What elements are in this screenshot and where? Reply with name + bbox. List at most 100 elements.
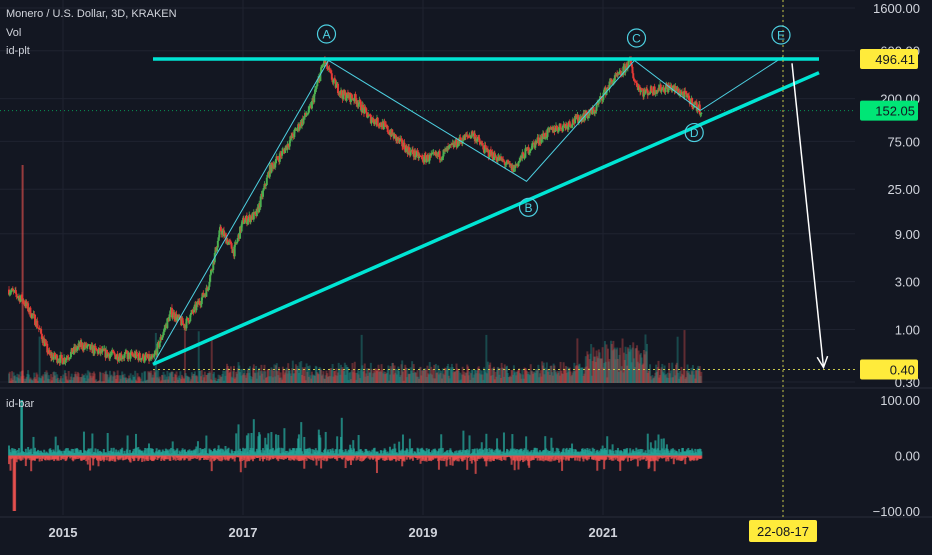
volume-bar xyxy=(603,363,606,383)
candle-body xyxy=(291,133,294,137)
candle-body xyxy=(600,96,603,98)
volume-bar xyxy=(543,374,546,383)
candle-body xyxy=(409,150,412,156)
volume-bar xyxy=(392,374,395,383)
id-bar-positive xyxy=(500,451,503,456)
volume-bar xyxy=(82,375,85,383)
id-bar-positive xyxy=(309,449,312,456)
candle-body xyxy=(123,353,126,359)
volume-bar xyxy=(32,378,35,383)
candle-body xyxy=(330,73,333,80)
candle-body xyxy=(10,290,13,293)
volume-bar xyxy=(544,367,547,383)
volume-bar xyxy=(239,372,242,383)
candle-body xyxy=(553,128,556,132)
volume-bar xyxy=(595,350,598,383)
candle-body xyxy=(89,345,92,350)
volume-bar xyxy=(51,377,54,383)
volume-bar xyxy=(425,377,428,383)
volume-bar xyxy=(563,368,566,383)
volume-bar xyxy=(513,372,516,383)
candle-body xyxy=(188,321,191,323)
candle-body xyxy=(431,153,434,155)
candle-body xyxy=(166,318,169,329)
id-bar-negative xyxy=(502,455,505,460)
volume-bar xyxy=(44,374,47,383)
volume-bar xyxy=(144,371,147,383)
volume-bar xyxy=(170,371,173,383)
volume-bar xyxy=(497,367,500,383)
volume-bar xyxy=(659,375,662,383)
volume-bar xyxy=(385,373,388,383)
volume-bar xyxy=(300,361,303,383)
candle-body xyxy=(447,146,450,148)
volume-bar xyxy=(130,379,133,383)
volume-bar xyxy=(287,363,290,383)
candle-body xyxy=(141,358,144,360)
volume-bar xyxy=(258,375,261,383)
volume-bar xyxy=(424,369,427,383)
candle-body xyxy=(699,113,702,115)
price-tag-target: 0.40 xyxy=(890,362,915,377)
volume-bar xyxy=(538,377,541,383)
volume-bar xyxy=(515,375,518,383)
id-bar-negative xyxy=(69,455,72,459)
volume-bar xyxy=(47,378,50,383)
volume-bar xyxy=(82,375,85,383)
volume-bar xyxy=(73,377,76,383)
volume-bar xyxy=(297,372,300,383)
volume-bar xyxy=(677,372,680,383)
id-bar-positive xyxy=(511,434,514,456)
volume-bar xyxy=(554,369,557,383)
volume-bar xyxy=(633,358,636,383)
id-bar-negative xyxy=(76,455,79,459)
volume-bar xyxy=(411,361,414,383)
id-bar-positive xyxy=(239,451,242,456)
volume-bar xyxy=(211,380,214,383)
id-bar-positive xyxy=(106,433,109,456)
volume-bar xyxy=(388,374,391,383)
candle-body xyxy=(691,107,694,109)
volume-bar xyxy=(530,370,533,383)
volume-bar xyxy=(203,377,206,383)
volume-bar xyxy=(365,373,368,383)
volume-bar xyxy=(575,365,578,383)
volume-bar xyxy=(43,371,46,383)
volume-bar xyxy=(517,370,520,383)
candle-body xyxy=(110,353,113,355)
volume-bar xyxy=(528,374,531,383)
id-bar-positive xyxy=(678,449,681,456)
candle-body xyxy=(342,90,345,100)
id-bar-positive xyxy=(168,449,171,456)
candle-body xyxy=(62,363,65,365)
candle-body xyxy=(357,103,360,106)
volume-bar xyxy=(628,351,631,383)
candle-body xyxy=(359,101,362,110)
candle-body xyxy=(512,165,515,173)
candle-body xyxy=(650,86,653,92)
candle-body xyxy=(270,162,273,173)
id-bar-positive xyxy=(126,435,129,456)
volume-bar xyxy=(177,379,180,383)
volume-bar xyxy=(169,373,172,383)
volume-bar xyxy=(558,375,561,383)
volume-bar xyxy=(350,370,353,383)
volume-bar xyxy=(486,361,489,383)
id-bar-negative xyxy=(672,455,675,465)
volume-bar xyxy=(162,371,165,383)
id-bar-negative xyxy=(578,455,581,462)
id-bar-negative xyxy=(16,455,19,460)
volume-bar xyxy=(692,374,695,383)
candle-body xyxy=(689,100,692,105)
candle-body xyxy=(647,92,650,96)
volume-bar xyxy=(184,373,187,383)
id-bar-positive xyxy=(311,449,314,456)
volume-bar xyxy=(320,369,323,383)
volume-bar xyxy=(655,371,658,383)
id-bar-positive xyxy=(16,450,19,456)
volume-bar xyxy=(639,354,642,383)
candle-body xyxy=(636,83,639,87)
id-bar-positive xyxy=(468,435,471,456)
